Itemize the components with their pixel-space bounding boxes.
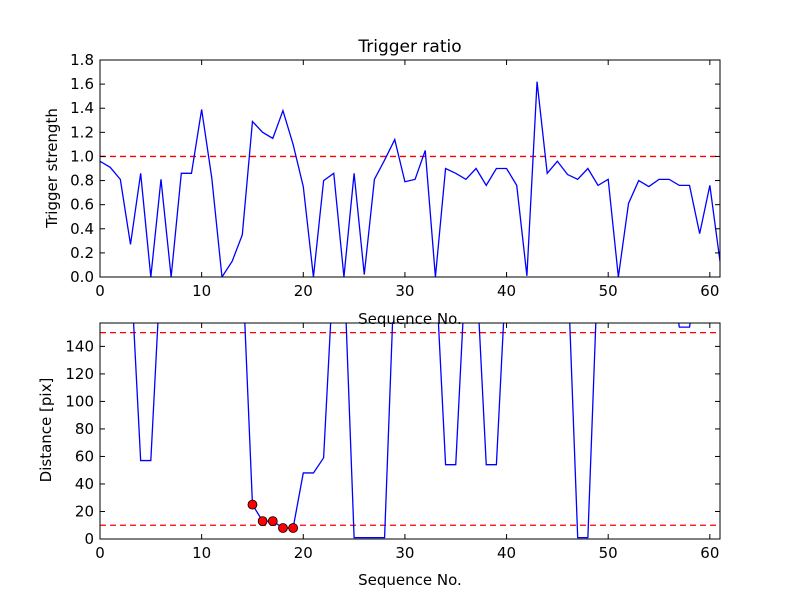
y-tick-label: 60 [75,447,94,465]
data-point-marker [257,516,268,527]
x-tick-label: 10 [192,282,211,300]
y-tick-label: 120 [65,365,94,383]
x-tick-label: 30 [395,544,414,562]
data-point-marker [267,516,278,527]
plot-content [100,81,720,277]
plot-area: 0 10 20 30 40 50 60 0.0 0.2 0.4 0.6 0.8 1.0 1.2 1.4 1.6… [70,51,721,300]
plot-area: 0 10 20 30 40 50 60 0 20 40 60 80 100 120 140 [65,322,721,562]
data-point-marker [288,523,299,533]
y-tick-label: 0.2 [70,244,94,262]
y-tick-label: 0.8 [70,172,94,190]
y-axis-label: Trigger strength [43,108,61,229]
x-tick-label: 0 [95,544,105,562]
plot-frame [99,322,721,540]
y-tick-label: 140 [65,337,94,355]
x-tick-label: 40 [497,544,516,562]
x-tick-label: 60 [700,282,719,300]
x-tick-label: 50 [599,544,618,562]
y-tick-label: 0 [84,530,94,548]
x-tick-label: 0 [95,282,105,300]
x-axis-label: Sequence No. [358,310,462,328]
x-tick-label: 50 [599,282,618,300]
data-point-marker [247,499,258,510]
y-tick-label: 100 [65,392,94,410]
x-tick-label: 40 [497,282,516,300]
y-tick-label: 1.0 [70,147,94,165]
plot-content [100,323,720,539]
series-line [100,81,720,277]
x-tick-label: 10 [192,544,211,562]
y-tick-label: 20 [75,502,94,520]
y-axis-label: Distance [pix] [37,378,55,483]
y-tick-label: 80 [75,420,94,438]
plot-frame [99,59,721,278]
chart-title: Trigger ratio [357,37,461,57]
distance-chart: 0 10 20 30 40 50 60 0 20 40 60 80 100 120 140 Sequence … [37,322,721,589]
y-tick-label: 1.6 [70,75,94,93]
y-tick-label: 0.6 [70,196,94,214]
x-tick-label: 60 [700,544,719,562]
y-tick-label: 1.4 [70,99,94,117]
data-point-marker [278,523,288,533]
y-tick-label: 1.2 [70,123,94,141]
y-tick-label: 0.0 [70,268,94,286]
x-tick-label: 30 [395,282,414,300]
y-tick-label: 1.8 [70,51,94,69]
y-tick-label: 40 [75,475,94,493]
y-tick-label: 0.4 [70,220,94,238]
x-axis-label: Sequence No. [358,571,462,589]
trigger-ratio-chart: 0 10 20 30 40 50 60 0.0 0.2 0.4 0.6 0.8 1.0 1.2 1.4 1.6… [43,37,721,328]
x-tick-label: 20 [294,544,313,562]
x-tick-label: 20 [294,282,313,300]
